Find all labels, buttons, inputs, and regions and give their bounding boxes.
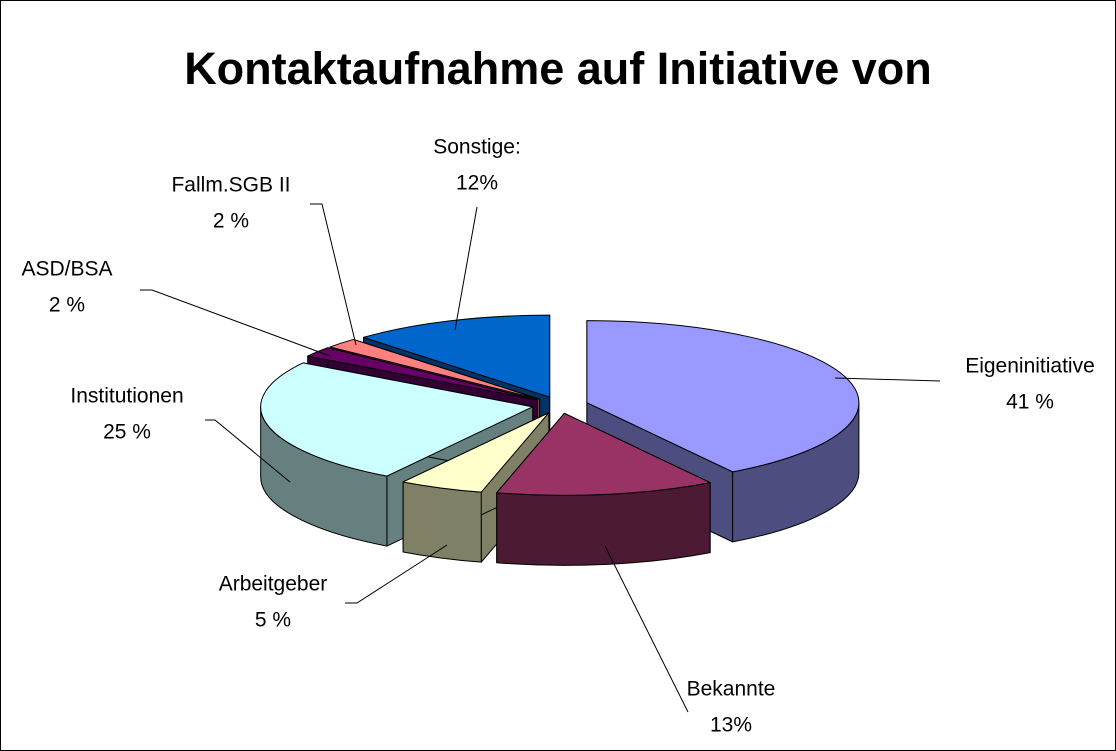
leader-line <box>140 289 331 357</box>
pie-slice <box>496 412 711 496</box>
slice-side <box>402 481 482 563</box>
slice-label: Sonstige: <box>433 136 521 159</box>
pie-slice <box>329 338 541 400</box>
slice-label: ASD/BSA <box>21 258 112 281</box>
pie-slice <box>307 347 538 401</box>
pie-slice <box>260 362 534 477</box>
slice-label: Arbeitgeber <box>219 573 328 596</box>
slice-label: Institutionen <box>70 385 183 408</box>
leader-line <box>205 419 291 483</box>
slice-label: Fallm.SGB II <box>171 174 290 197</box>
slice-value-label: 12% <box>456 172 498 195</box>
leader-line <box>604 545 689 713</box>
slice-label: Eigeninitiative <box>965 355 1095 378</box>
slice-value-label: 5 % <box>255 609 291 632</box>
slice-value-label: 41 % <box>1006 391 1054 414</box>
leader-line <box>345 544 448 604</box>
leader-line <box>454 206 478 331</box>
pie-slice <box>402 412 550 493</box>
leader-line <box>310 203 357 346</box>
slice-value-label: 25 % <box>103 421 151 444</box>
pie-slice <box>586 320 860 473</box>
slice-value-label: 2 % <box>213 210 249 233</box>
slice-value-label: 2 % <box>49 294 85 317</box>
slice-value-label: 13% <box>710 714 752 737</box>
pie-slice <box>362 314 551 398</box>
slice-label: Bekannte <box>687 678 776 701</box>
leader-line <box>834 377 941 382</box>
chart-title: Kontaktaufnahme auf Initiative von <box>184 43 932 94</box>
